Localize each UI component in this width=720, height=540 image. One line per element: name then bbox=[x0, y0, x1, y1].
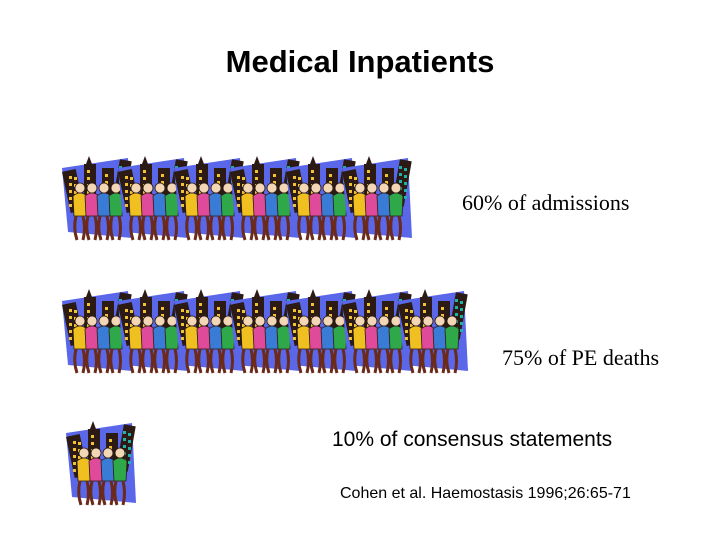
crowd-group-icon bbox=[341, 289, 412, 374]
crowd-row-pe-deaths-graphic bbox=[61, 289, 468, 374]
crowd-group-icon bbox=[65, 421, 136, 506]
crowd-group-icon bbox=[397, 289, 468, 374]
crowd-group-icon bbox=[61, 156, 132, 241]
admissions-label: 60% of admissions bbox=[462, 190, 630, 215]
crowd-group-icon bbox=[117, 289, 188, 374]
crowd-row-pe-deaths bbox=[58, 283, 478, 378]
consensus-label: 10% of consensus statements bbox=[332, 428, 613, 451]
crowd-group-icon bbox=[285, 289, 356, 374]
crowd-row-admissions-graphic bbox=[61, 156, 412, 241]
crowd-group-icon bbox=[173, 289, 244, 374]
crowd-group-icon bbox=[285, 156, 356, 241]
crowd-group-icon bbox=[341, 156, 412, 241]
citation-text: Cohen et al. Haemostasis 1996;26:65-71 bbox=[340, 485, 631, 502]
crowd-row-consensus-graphic bbox=[65, 421, 136, 506]
crowd-group-icon bbox=[61, 289, 132, 374]
crowd-row-consensus bbox=[62, 415, 152, 510]
slide-title: Medical Inpatients bbox=[225, 44, 495, 79]
crowd-row-admissions bbox=[58, 150, 428, 245]
pe-deaths-label: 75% of PE deaths bbox=[502, 345, 660, 370]
crowd-group-icon bbox=[173, 156, 244, 241]
